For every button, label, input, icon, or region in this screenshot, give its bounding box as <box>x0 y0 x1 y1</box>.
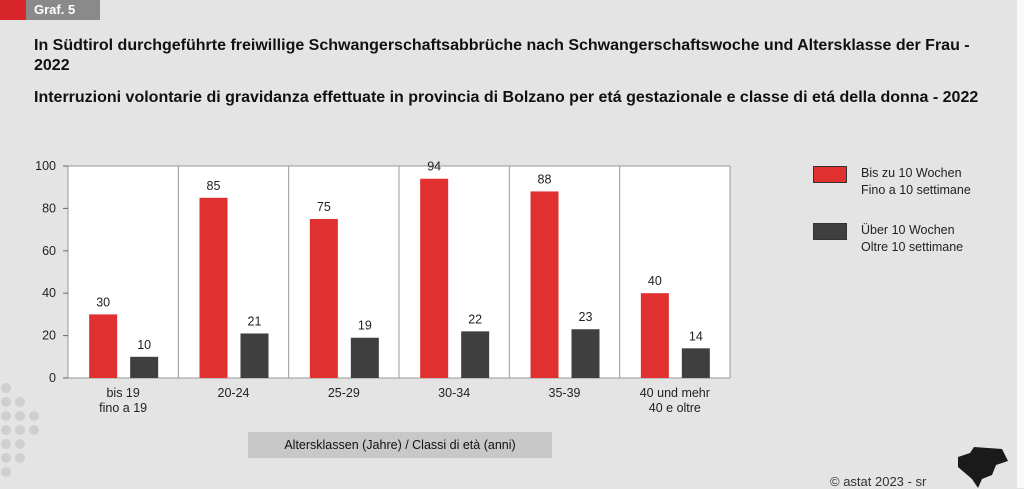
title-de: In Südtirol durchgeführte freiwillige Sc… <box>34 37 970 74</box>
tag-accent <box>0 0 26 20</box>
legend-swatch-dark <box>813 223 847 240</box>
data-label: 19 <box>358 319 372 333</box>
y-tick-label: 80 <box>42 201 56 215</box>
bar-over-10-weeks <box>240 333 269 378</box>
data-label: 14 <box>689 329 703 343</box>
bar-over-10-weeks <box>130 356 159 378</box>
y-tick-label: 0 <box>49 371 56 385</box>
data-label: 40 <box>648 274 662 288</box>
bar-under-10-weeks <box>530 191 559 378</box>
x-tick-label: bis 19 <box>106 386 139 400</box>
bar-under-10-weeks <box>640 293 669 378</box>
data-label: 30 <box>96 295 110 309</box>
bar-under-10-weeks <box>89 314 118 378</box>
x-tick-label: 40 e oltre <box>649 401 701 415</box>
x-tick-label: 30-34 <box>438 386 470 400</box>
y-tick-label: 60 <box>42 244 56 258</box>
legend-swatch-red <box>813 166 847 183</box>
y-tick-label: 100 <box>35 159 56 173</box>
x-axis-label: Altersklassen (Jahre) / Classi di età (a… <box>248 432 552 458</box>
bar-under-10-weeks <box>309 219 338 378</box>
data-label: 22 <box>468 312 482 326</box>
graph-number: Graf. 5 <box>26 0 100 20</box>
y-tick-label: 20 <box>42 329 56 343</box>
data-label: 75 <box>317 200 331 214</box>
x-tick-label: 35-39 <box>549 386 581 400</box>
bar-over-10-weeks <box>461 331 490 378</box>
bar-over-10-weeks <box>571 329 600 378</box>
legend-label-1: Bis zu 10 Wochen Fino a 10 settimane <box>861 166 971 197</box>
data-label: 23 <box>579 310 593 324</box>
bar-under-10-weeks <box>420 178 449 378</box>
bar-over-10-weeks <box>681 348 710 378</box>
dot-pattern-decoration <box>1 383 39 477</box>
right-edge <box>1017 0 1024 488</box>
bar-over-10-weeks <box>350 337 379 378</box>
x-tick-label: 25-29 <box>328 386 360 400</box>
title-it: Interruzioni volontarie di gravidanza ef… <box>34 89 979 106</box>
data-label: 10 <box>137 338 151 352</box>
south-tyrol-map-logo <box>958 447 1008 488</box>
data-label: 94 <box>427 160 441 174</box>
data-label: 85 <box>207 179 221 193</box>
x-tick-label: fino a 19 <box>99 401 147 415</box>
x-tick-label: 20-24 <box>218 386 250 400</box>
bar-under-10-weeks <box>199 197 228 378</box>
y-tick-label: 40 <box>42 286 56 300</box>
x-tick-label: 40 und mehr <box>640 386 710 400</box>
data-label: 21 <box>248 314 262 328</box>
copyright: © astat 2023 - sr <box>830 474 927 489</box>
data-label: 88 <box>538 172 552 186</box>
legend-label-2: Über 10 Wochen Oltre 10 settimane <box>861 223 964 254</box>
